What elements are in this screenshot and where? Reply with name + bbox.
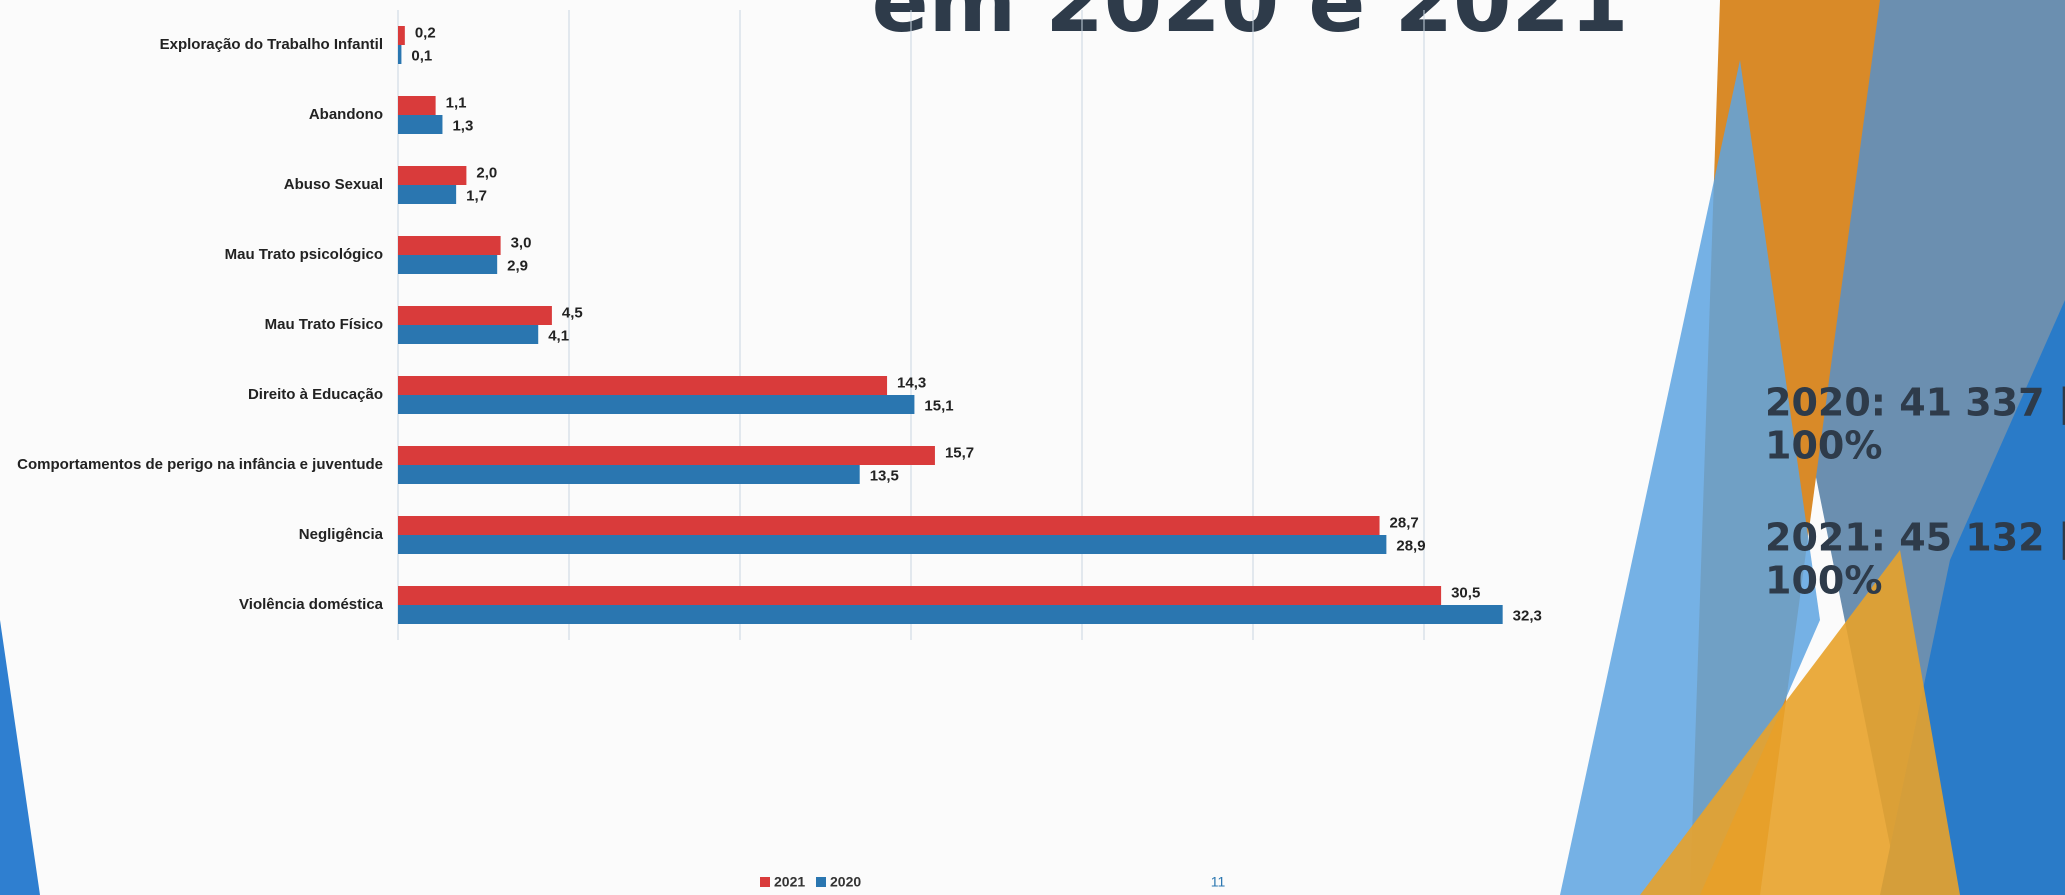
- category-label: Mau Trato psicológico: [225, 246, 383, 263]
- value-label: 4,1: [548, 327, 569, 344]
- category-label: Exploração do Trabalho Infantil: [160, 36, 383, 53]
- bar: [398, 166, 466, 185]
- category-label: Mau Trato Físico: [265, 316, 383, 333]
- legend-label: 2021: [774, 874, 805, 890]
- category-label: Abuso Sexual: [284, 176, 383, 193]
- bar: [398, 535, 1386, 554]
- annotation: 2020: 41 337 |: [1765, 381, 2065, 426]
- bar: [398, 395, 914, 414]
- bar: [398, 306, 552, 325]
- bar: [398, 516, 1380, 535]
- legend-label: 2020: [830, 874, 861, 890]
- value-label: 3,0: [511, 234, 532, 251]
- bar: [398, 465, 860, 484]
- annotation: 2021: 45 132 |: [1765, 516, 2065, 561]
- category-label: Negligência: [299, 526, 384, 543]
- value-label: 13,5: [870, 467, 899, 484]
- bar: [398, 45, 401, 64]
- bar: [398, 446, 935, 465]
- value-label: 28,9: [1396, 537, 1425, 554]
- category-label: Direito à Educação: [248, 386, 383, 403]
- value-label: 15,1: [924, 397, 953, 414]
- bar: [398, 376, 887, 395]
- bar: [398, 255, 497, 274]
- value-label: 1,3: [452, 117, 473, 134]
- bar: [398, 605, 1503, 624]
- value-label: 15,7: [945, 444, 974, 461]
- category-label: Comportamentos de perigo na infância e j…: [17, 456, 383, 473]
- legend-swatch: [816, 877, 826, 887]
- value-label: 0,2: [415, 24, 436, 41]
- value-label: 0,1: [411, 47, 432, 64]
- value-label: 4,5: [562, 304, 583, 321]
- value-label: 1,1: [446, 94, 467, 111]
- value-label: 1,7: [466, 187, 487, 204]
- annotation: 100%: [1765, 424, 1882, 468]
- annotation: 100%: [1765, 559, 1882, 603]
- bar: [398, 236, 501, 255]
- bar: [398, 586, 1441, 605]
- legend-swatch: [760, 877, 770, 887]
- bar: [398, 185, 456, 204]
- bar: [398, 96, 436, 115]
- value-label: 2,9: [507, 257, 528, 274]
- value-label: 14,3: [897, 374, 926, 391]
- bar: [398, 26, 405, 45]
- value-label: 2,0: [476, 164, 497, 181]
- title: em 2020 e 2021: [872, 0, 1629, 51]
- bar: [398, 325, 538, 344]
- category-label: Abandono: [309, 106, 383, 123]
- value-label: 32,3: [1513, 607, 1542, 624]
- category-label: Violência doméstica: [239, 596, 384, 613]
- value-label: 30,5: [1451, 584, 1480, 601]
- value-label: 28,7: [1390, 514, 1419, 531]
- bar: [398, 115, 442, 134]
- slide: em 2020 e 2021 Exploração do Trabalho In…: [0, 0, 2065, 895]
- page-number: 11: [1211, 874, 1226, 890]
